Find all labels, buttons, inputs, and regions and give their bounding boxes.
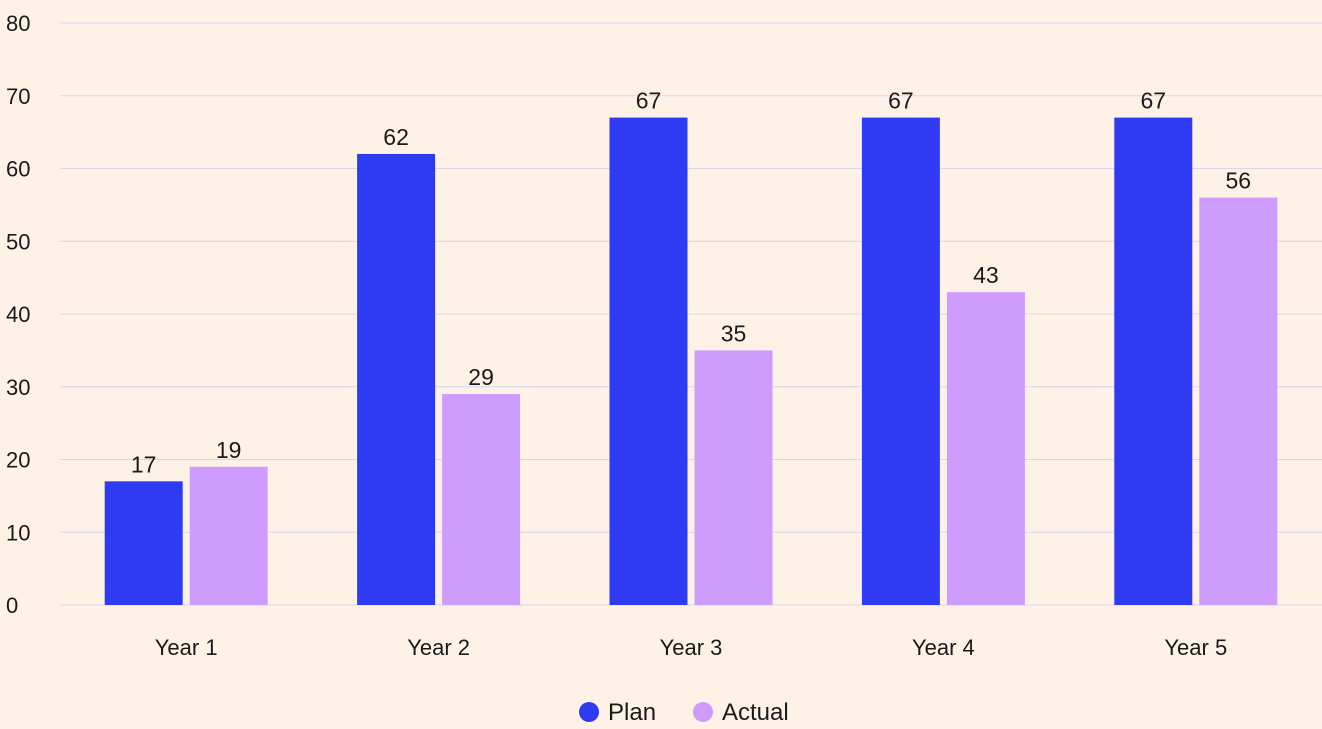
legend-swatch-icon — [579, 702, 599, 722]
data-label: 19 — [216, 437, 242, 463]
bar-actual-year-4 — [946, 292, 1025, 605]
bar-plan-year-4 — [861, 117, 940, 605]
legend-item-actual: Actual — [693, 699, 789, 726]
y-tick-label: 80 — [6, 11, 30, 36]
bar-actual-year-2 — [442, 394, 521, 605]
data-label: 67 — [636, 88, 662, 114]
y-axis-ticks: 0 10 20 30 40 50 60 70 80 — [6, 11, 30, 618]
data-labels: 17 19 62 29 67 35 67 43 67 56 — [131, 88, 1251, 478]
x-category-label: Year 4 — [912, 635, 975, 660]
y-tick-label: 30 — [6, 375, 30, 400]
x-category-label: Year 3 — [660, 635, 723, 660]
bar-plan-year-3 — [609, 117, 688, 605]
y-tick-label: 60 — [6, 157, 30, 182]
data-label: 29 — [468, 364, 494, 390]
y-tick-label: 40 — [6, 302, 30, 327]
data-label: 35 — [721, 320, 747, 346]
y-tick-label: 10 — [6, 520, 30, 545]
x-category-label: Year 1 — [155, 635, 218, 660]
data-label: 56 — [1226, 168, 1252, 194]
y-tick-label: 50 — [6, 229, 30, 254]
y-tick-label: 0 — [6, 593, 18, 618]
bar-actual-year-3 — [694, 350, 773, 605]
y-tick-label: 70 — [6, 84, 30, 109]
legend-item-plan: Plan — [579, 699, 656, 726]
data-label: 67 — [888, 88, 914, 114]
legend-swatch-icon — [693, 702, 713, 722]
bar-plan-year-5 — [1114, 117, 1193, 605]
data-label: 62 — [383, 124, 409, 150]
legend-label: Plan — [608, 699, 656, 724]
x-axis-categories: Year 1 Year 2 Year 3 Year 4 Year 5 — [155, 635, 1227, 660]
gridlines — [60, 22, 1322, 606]
x-category-label: Year 5 — [1164, 635, 1227, 660]
bar-plan-year-2 — [357, 153, 436, 605]
x-category-label: Year 2 — [407, 635, 470, 660]
bar-actual-year-1 — [189, 466, 268, 605]
bar-plan-year-1 — [104, 481, 183, 605]
legend-label: Actual — [722, 699, 789, 724]
legend: Plan Actual — [579, 699, 789, 726]
data-label: 17 — [131, 451, 157, 477]
y-tick-label: 20 — [6, 448, 30, 473]
data-label: 67 — [1141, 88, 1167, 114]
bars — [104, 117, 1278, 605]
data-label: 43 — [973, 262, 999, 288]
bar-actual-year-5 — [1199, 197, 1278, 605]
